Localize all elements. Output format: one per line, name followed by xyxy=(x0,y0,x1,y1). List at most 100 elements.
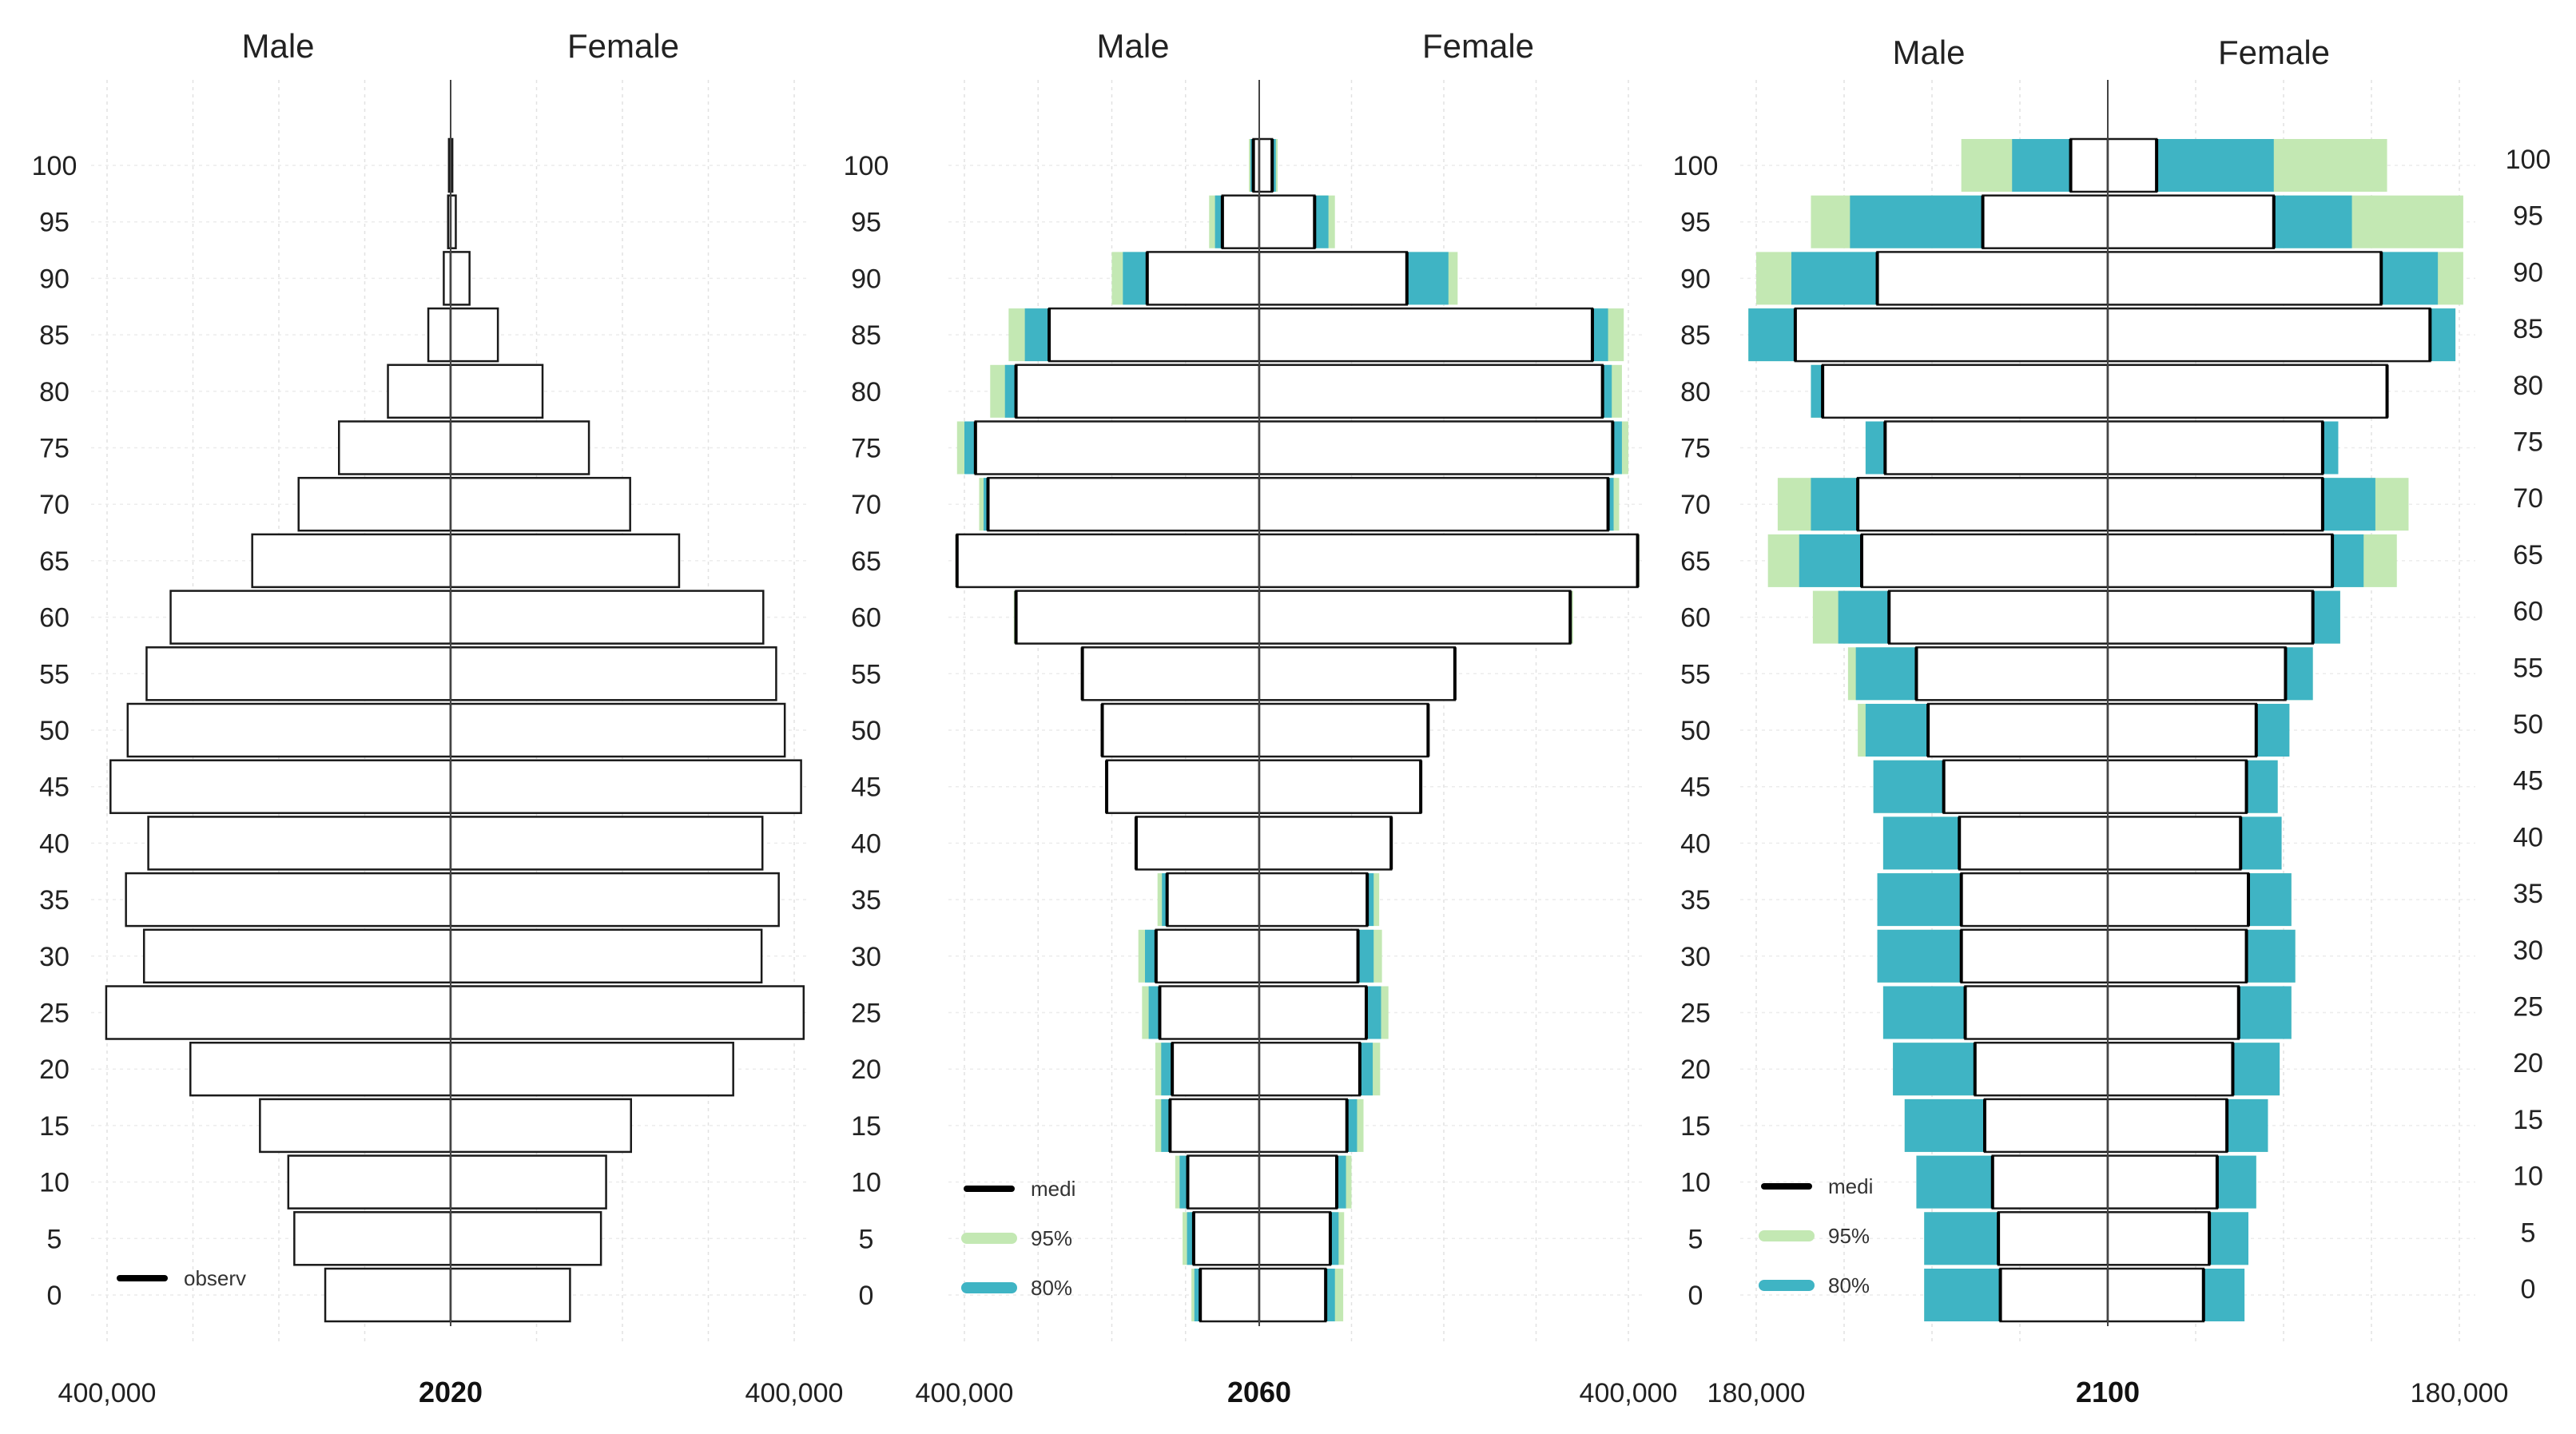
age-tick-label: 70 xyxy=(851,490,881,520)
bar-female-age-0 xyxy=(449,1267,571,1323)
age-tick-label-right: 85 xyxy=(2513,314,2543,344)
bar-male-age-70 xyxy=(1856,476,2109,532)
bar-female-age-0 xyxy=(2106,1267,2205,1323)
x-tick-left: 400,000 xyxy=(58,1378,157,1408)
age-tick-label: 5 xyxy=(1688,1224,1703,1254)
bar-female-age-15 xyxy=(2106,1098,2228,1154)
bar-female-age-70 xyxy=(449,476,631,532)
bar-female-age-50 xyxy=(2106,702,2258,758)
bar-male-age-55 xyxy=(1915,646,2109,701)
age-tick-label: 60 xyxy=(39,603,70,634)
age-tick-label-right: 15 xyxy=(2513,1105,2543,1135)
bar-male-age-25 xyxy=(1159,985,1261,1040)
bar-female-age-35 xyxy=(449,872,780,928)
female-header: Female xyxy=(2218,34,2330,71)
bar-male-age-75 xyxy=(338,420,452,475)
age-tick-label: 0 xyxy=(1688,1281,1703,1311)
age-tick-label: 5 xyxy=(859,1224,874,1254)
age-tick-label: 80 xyxy=(39,377,70,407)
bar-male-age-25 xyxy=(105,985,452,1040)
bar-female-age-80 xyxy=(2106,363,2388,419)
bar-female-age-90 xyxy=(2106,251,2383,306)
age-tick-label-right: 100 xyxy=(2506,145,2551,175)
bar-male-age-35 xyxy=(1960,872,2109,928)
age-tick-label: 95 xyxy=(851,208,881,238)
band80-female-age-100 xyxy=(2154,139,2274,192)
bar-male-age-50 xyxy=(126,702,452,758)
age-tick-label: 95 xyxy=(39,208,70,238)
bar-male-age-75 xyxy=(974,420,1261,475)
bar-female-age-5 xyxy=(449,1211,602,1266)
bar-female-age-10 xyxy=(449,1154,607,1210)
age-tick-label-right: 65 xyxy=(2513,540,2543,570)
bar-male-age-40 xyxy=(1958,816,2109,871)
bar-male-age-90 xyxy=(1876,251,2109,306)
bar-male-age-10 xyxy=(1991,1154,2109,1210)
age-tick-label: 85 xyxy=(39,320,70,351)
age-tick-label: 100 xyxy=(844,151,889,181)
age-tick-label: 30 xyxy=(39,942,70,972)
age-tick-label-right: 30 xyxy=(2513,935,2543,966)
bar-female-age-90 xyxy=(449,251,471,306)
age-tick-label: 85 xyxy=(1680,320,1711,351)
age-tick-label: 65 xyxy=(1680,546,1711,577)
bar-female-age-40 xyxy=(449,816,764,871)
legend-label-band95: 95% xyxy=(1031,1226,1072,1250)
bar-male-age-80 xyxy=(1015,363,1261,419)
bar-male-age-65 xyxy=(956,533,1261,589)
bar-male-age-5 xyxy=(1997,1211,2109,1266)
age-tick-label: 55 xyxy=(1680,659,1711,689)
bar-female-age-65 xyxy=(449,533,681,589)
bar-female-age-20 xyxy=(1258,1041,1362,1097)
age-tick-label: 90 xyxy=(39,264,70,294)
bar-male-age-15 xyxy=(259,1098,452,1154)
bar-female-age-100 xyxy=(2106,137,2158,193)
bar-male-age-65 xyxy=(1860,533,2109,589)
age-tick-label: 55 xyxy=(851,659,881,689)
legend-label-band80: 80% xyxy=(1031,1276,1072,1300)
age-tick-label: 15 xyxy=(851,1111,881,1142)
bar-male-age-20 xyxy=(1171,1041,1261,1097)
age-tick-label: 65 xyxy=(39,546,70,577)
age-tick-label: 65 xyxy=(851,546,881,577)
age-tick-label-right: 35 xyxy=(2513,879,2543,909)
legend: observ xyxy=(117,1266,246,1290)
bar-male-age-15 xyxy=(1169,1098,1261,1154)
age-tick-label: 0 xyxy=(47,1281,62,1311)
bar-female-age-5 xyxy=(1258,1211,1332,1266)
age-tick-label: 35 xyxy=(1680,885,1711,916)
legend-label-median: medi xyxy=(1031,1177,1075,1201)
bar-female-age-15 xyxy=(1258,1098,1348,1154)
age-tick-label: 35 xyxy=(851,885,881,916)
bar-male-age-85 xyxy=(1047,307,1261,363)
bar-female-age-40 xyxy=(1258,816,1393,871)
age-tick-label: 60 xyxy=(851,603,881,634)
bar-female-age-60 xyxy=(1258,590,1572,645)
age-tick-label: 10 xyxy=(851,1168,881,1198)
bar-female-age-55 xyxy=(1258,646,1457,701)
age-tick-label: 0 xyxy=(859,1281,874,1311)
age-tick-label-right: 20 xyxy=(2513,1048,2543,1078)
bar-female-age-25 xyxy=(1258,985,1368,1040)
bar-male-age-10 xyxy=(1187,1154,1261,1210)
age-tick-label: 50 xyxy=(1680,716,1711,746)
legend: medi 95% 80% xyxy=(961,1177,1075,1300)
bar-male-age-5 xyxy=(293,1211,452,1266)
age-tick-label: 75 xyxy=(39,434,70,464)
bar-male-age-0 xyxy=(1199,1267,1261,1323)
age-tick-label-right: 40 xyxy=(2513,822,2543,852)
age-tick-label: 45 xyxy=(1680,773,1711,803)
bar-female-age-60 xyxy=(449,590,765,645)
year-label: 2100 xyxy=(2076,1376,2140,1408)
x-tick-right: 400,000 xyxy=(745,1378,844,1408)
age-tick-label: 80 xyxy=(851,377,881,407)
bar-male-age-45 xyxy=(1942,759,2109,814)
bar-female-age-5 xyxy=(2106,1211,2211,1266)
bar-female-age-10 xyxy=(1258,1154,1338,1210)
year-label: 2060 xyxy=(1227,1376,1291,1408)
male-header: Male xyxy=(1892,34,1965,71)
age-tick-label-right: 60 xyxy=(2513,597,2543,627)
age-tick-label: 35 xyxy=(39,885,70,916)
age-tick-label-right: 80 xyxy=(2513,371,2543,401)
bar-female-age-85 xyxy=(2106,307,2431,363)
